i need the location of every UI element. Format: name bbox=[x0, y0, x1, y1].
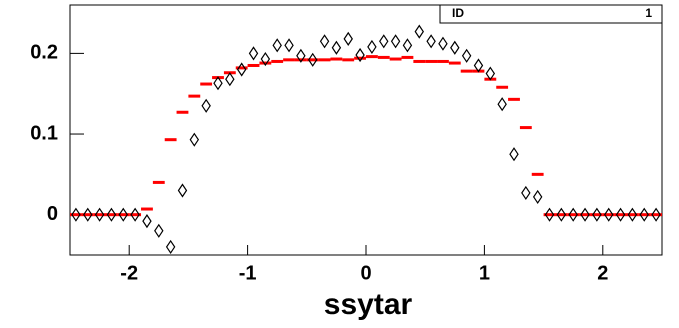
diamond-marker bbox=[367, 39, 377, 55]
diamond-marker bbox=[390, 34, 401, 49]
x-tick-label: 2 bbox=[597, 262, 608, 284]
diamond-marker bbox=[236, 62, 247, 77]
diamond-marker bbox=[83, 207, 93, 222]
diamond-marker bbox=[402, 38, 413, 53]
x-tick-label: -1 bbox=[239, 262, 257, 284]
diamond-marker bbox=[580, 207, 590, 222]
y-tick-label: 0 bbox=[47, 203, 58, 225]
diamond-marker bbox=[94, 207, 105, 222]
diamond-marker bbox=[379, 34, 389, 49]
diamond-marker bbox=[544, 207, 555, 222]
diamond-marker bbox=[438, 36, 448, 51]
diamond-marker bbox=[603, 207, 614, 222]
diamond-marker bbox=[426, 34, 436, 49]
diamond-marker bbox=[142, 214, 152, 229]
diamond-marker bbox=[225, 72, 235, 87]
diamond-marker bbox=[213, 76, 223, 91]
diamond-marker bbox=[201, 98, 211, 113]
diamond-marker bbox=[355, 47, 365, 63]
diamond-marker bbox=[485, 66, 496, 81]
x-tick-label: 0 bbox=[360, 262, 371, 284]
x-axis-label: ssytar bbox=[324, 288, 413, 321]
stats-box bbox=[439, 4, 663, 24]
diamond-marker bbox=[592, 207, 602, 222]
y-tick-label: 0.2 bbox=[30, 42, 58, 64]
y-tick-label: 0.1 bbox=[30, 122, 58, 144]
diamond-marker bbox=[189, 132, 200, 147]
diamond-marker bbox=[118, 207, 129, 222]
stats-label: ID bbox=[452, 6, 464, 20]
diamond-marker bbox=[509, 147, 519, 162]
x-tick-label: 1 bbox=[479, 262, 490, 284]
diamond-marker bbox=[521, 185, 531, 200]
diamond-marker bbox=[651, 207, 661, 222]
x-tick-label: -2 bbox=[120, 262, 138, 284]
diamond-marker bbox=[556, 207, 567, 222]
diamond-marker bbox=[307, 52, 318, 67]
stats-value: 1 bbox=[645, 6, 652, 20]
diamond-marker bbox=[414, 24, 425, 39]
diamond-marker bbox=[260, 51, 271, 67]
diamond-marker bbox=[272, 38, 282, 53]
diamond-marker bbox=[319, 34, 330, 49]
diamond-marker bbox=[568, 207, 578, 222]
plot-frame bbox=[69, 4, 663, 256]
diamond-marker bbox=[248, 46, 259, 61]
diamond-marker bbox=[130, 207, 140, 222]
diamond-marker bbox=[639, 207, 649, 222]
diamond-marker bbox=[165, 239, 176, 255]
diamond-marker bbox=[343, 31, 353, 46]
diamond-marker bbox=[497, 97, 507, 112]
diamond-marker bbox=[532, 189, 543, 205]
diamond-marker bbox=[450, 40, 460, 55]
diamond-marker bbox=[296, 48, 306, 63]
diamond-marker bbox=[71, 207, 81, 222]
diamond-marker bbox=[284, 38, 294, 53]
diamond-marker bbox=[627, 207, 638, 222]
diamond-marker bbox=[106, 207, 117, 222]
diamond-marker bbox=[331, 40, 342, 55]
diamond-marker bbox=[615, 207, 626, 222]
diamond-marker bbox=[177, 183, 188, 198]
diamond-marker bbox=[473, 58, 484, 73]
diamond-marker bbox=[461, 48, 472, 63]
diamond-marker bbox=[154, 223, 164, 238]
